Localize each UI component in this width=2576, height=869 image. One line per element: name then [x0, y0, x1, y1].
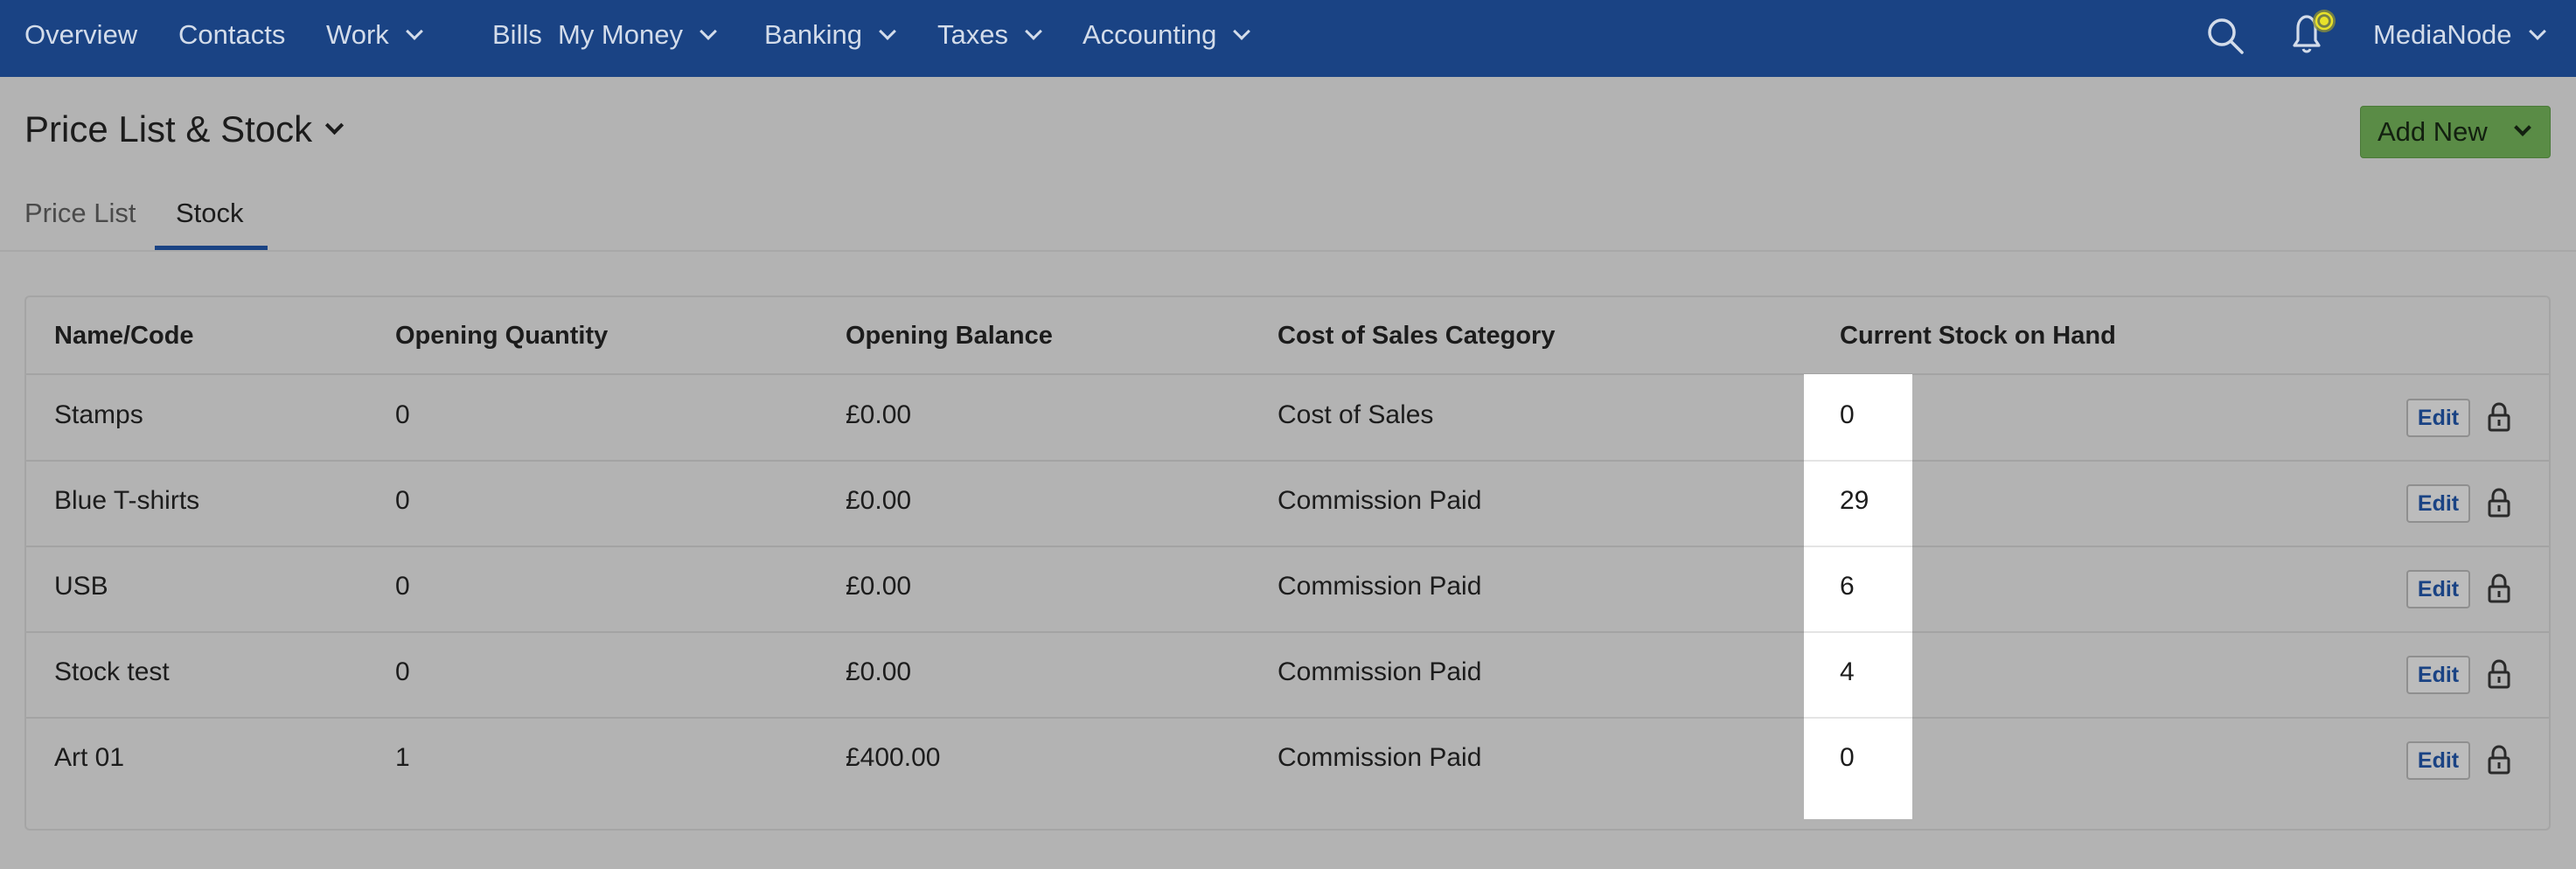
page-title-text: Price List & Stock	[24, 108, 313, 149]
chevron-down-icon	[1233, 23, 1251, 40]
cell-current-stock-on-hand: 6	[1840, 572, 1855, 601]
tab-stock[interactable]: Stock	[176, 198, 244, 228]
column-header-current-stock-on-hand[interactable]: Current Stock on Hand	[1840, 322, 2116, 350]
cell-name-code: Blue T-shirts	[54, 486, 200, 515]
edit-button[interactable]: Edit	[2406, 656, 2470, 694]
cell-cost-of-sales-category: Commission Paid	[1278, 743, 1482, 772]
cell-current-stock-on-hand: 4	[1840, 657, 1855, 686]
lock-icon[interactable]	[2486, 745, 2512, 775]
nav-item-label: Overview	[24, 19, 138, 50]
cell-current-stock-on-hand: 0	[1840, 743, 1855, 772]
nav-item-overview[interactable]: Overview	[24, 0, 137, 70]
lock-icon[interactable]	[2486, 402, 2512, 432]
cell-opening-quantity: 0	[395, 400, 410, 429]
nav-item-label: My Money	[558, 19, 683, 50]
cell-cost-of-sales-category: Commission Paid	[1278, 486, 1482, 515]
search-icon[interactable]	[2205, 16, 2245, 56]
nav-item-label: Banking	[764, 19, 863, 50]
add-new-label: Add New	[2378, 116, 2488, 147]
chevron-down-icon	[325, 115, 345, 135]
nav-item-my-money[interactable]: My Money	[558, 0, 717, 70]
column-header-opening-quantity[interactable]: Opening Quantity	[395, 322, 609, 350]
nav-item-banking[interactable]: Banking	[764, 0, 896, 70]
nav-item-accounting[interactable]: Accounting	[1083, 0, 1251, 70]
cell-opening-balance: £0.00	[846, 572, 912, 601]
row-divider	[1804, 631, 1912, 633]
notification-bell-icon[interactable]	[2286, 3, 2343, 58]
chevron-down-icon	[405, 23, 423, 40]
nav-item-label: Bills	[492, 19, 542, 50]
stock-table	[24, 295, 2551, 831]
cell-opening-balance: £0.00	[846, 657, 912, 686]
nav-item-label: Contacts	[178, 19, 286, 50]
chevron-down-icon	[700, 23, 717, 40]
cell-name-code: Stamps	[54, 400, 143, 429]
cell-current-stock-on-hand: 0	[1840, 400, 1855, 429]
current-stock-column-highlight	[1804, 374, 1912, 819]
nav-item-contacts[interactable]: Contacts	[178, 0, 285, 70]
edit-button[interactable]: Edit	[2406, 741, 2470, 780]
cell-name-code: Stock test	[54, 657, 170, 686]
column-header-name-code[interactable]: Name/Code	[54, 322, 194, 350]
cell-opening-balance: £0.00	[846, 486, 912, 515]
cell-opening-balance: £400.00	[846, 743, 941, 772]
lock-icon[interactable]	[2486, 574, 2512, 603]
account-name: MediaNode	[2373, 19, 2512, 50]
page-title[interactable]: Price List & Stock	[24, 108, 345, 150]
cell-opening-quantity: 0	[395, 572, 410, 601]
add-new-button[interactable]: Add New	[2360, 106, 2551, 158]
nav-item-label: Taxes	[937, 19, 1008, 50]
cell-opening-quantity: 0	[395, 657, 410, 686]
cell-name-code: USB	[54, 572, 108, 601]
tab-price-list[interactable]: Price List	[24, 198, 136, 228]
nav-item-label: Accounting	[1083, 19, 1217, 50]
chevron-down-icon	[879, 23, 896, 40]
cell-name-code: Art 01	[54, 743, 125, 772]
cell-opening-quantity: 1	[395, 743, 410, 772]
row-divider	[26, 717, 2549, 719]
column-header-opening-balance[interactable]: Opening Balance	[846, 322, 1053, 350]
edit-button[interactable]: Edit	[2406, 570, 2470, 608]
nav-item-taxes[interactable]: Taxes	[937, 0, 1042, 70]
edit-button[interactable]: Edit	[2406, 484, 2470, 523]
cell-opening-quantity: 0	[395, 486, 410, 515]
nav-item-label: Work	[326, 19, 389, 50]
cell-cost-of-sales-category: Cost of Sales	[1278, 400, 1434, 429]
cell-opening-balance: £0.00	[846, 400, 912, 429]
chevron-down-icon	[2514, 119, 2531, 136]
column-header-cost-of-sales-category[interactable]: Cost of Sales Category	[1278, 322, 1556, 350]
row-divider	[26, 546, 2549, 547]
row-divider	[1804, 546, 1912, 547]
nav-item-bills[interactable]: Bills	[492, 0, 542, 70]
cell-cost-of-sales-category: Commission Paid	[1278, 657, 1482, 686]
edit-button[interactable]: Edit	[2406, 399, 2470, 437]
row-divider	[1804, 717, 1912, 719]
row-divider	[26, 373, 2549, 375]
lock-icon[interactable]	[2486, 659, 2512, 689]
row-divider	[26, 631, 2549, 633]
tabs-divider	[0, 250, 2576, 252]
lock-icon[interactable]	[2486, 488, 2512, 518]
account-menu[interactable]: MediaNode	[2373, 0, 2546, 70]
chevron-down-icon	[1025, 23, 1042, 40]
active-tab-indicator	[155, 246, 268, 251]
chevron-down-icon	[2528, 23, 2546, 40]
row-divider	[26, 460, 2549, 462]
top-navigation-bar: Overview Contacts Work Bills My Money Ba…	[0, 0, 2576, 77]
cell-cost-of-sales-category: Commission Paid	[1278, 572, 1482, 601]
row-divider	[1804, 460, 1912, 462]
cell-current-stock-on-hand: 29	[1840, 486, 1869, 515]
nav-item-work[interactable]: Work	[326, 0, 423, 70]
